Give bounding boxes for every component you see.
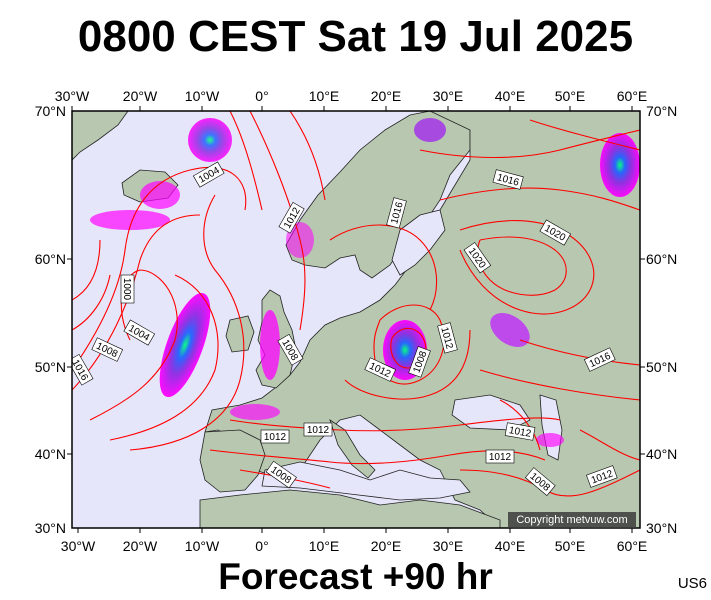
left-lat-label: 30°N <box>34 520 66 536</box>
bottom-lon-label: 20°W <box>122 538 158 554</box>
iberia-land <box>199 429 266 493</box>
isobar-line <box>519 339 640 366</box>
rain-russia <box>490 312 530 348</box>
bottom-lon-label: 40°E <box>494 538 526 554</box>
isobar-label: 1012 <box>489 452 512 463</box>
isobar-line <box>109 274 219 441</box>
bottom-lon-label: 30°E <box>432 538 464 554</box>
map-frame <box>71 110 641 529</box>
copyright-notice: Copyright metvuw.com <box>508 512 636 528</box>
isobar-line <box>529 119 640 151</box>
rain-kola <box>414 118 446 142</box>
bottom-lon-label: 30°W <box>60 538 96 554</box>
isobar-line <box>72 274 111 331</box>
isobar-line <box>459 219 595 315</box>
isobar-line <box>129 194 245 451</box>
greenland-land <box>72 111 129 161</box>
isobar-label: 1012 <box>508 425 532 440</box>
north-africa-land <box>199 489 501 528</box>
left-lat-label: 50°N <box>34 359 66 375</box>
rain-caucasus <box>536 433 564 447</box>
top-lon-label: 20°E <box>370 88 402 104</box>
isobar-line <box>439 187 640 211</box>
isobar-line <box>72 214 201 391</box>
isobar-line <box>72 239 101 301</box>
rain-uk <box>260 310 280 380</box>
isobar-line <box>344 329 471 400</box>
isobar-line <box>329 224 438 311</box>
isobar-line <box>72 166 247 371</box>
forecast-label: Forecast +90 hr <box>218 556 493 597</box>
top-lon-label: 60°E <box>616 88 648 104</box>
bottom-lon-label: 10°W <box>184 538 220 554</box>
mediterranean-sea <box>261 461 471 501</box>
isobar-label: 1012 <box>307 425 330 436</box>
isobar-line <box>249 111 306 331</box>
isobar-label: 1012 <box>264 432 287 443</box>
isobar-label: 1000 <box>121 278 132 301</box>
isobar-line <box>229 417 561 432</box>
rain-atlantic-band <box>159 292 211 398</box>
bottom-lon-label: 60°E <box>616 538 648 554</box>
bottom-lon-label: 50°E <box>554 538 586 554</box>
right-lat-label: 30°N <box>646 520 678 536</box>
rain-north-atlantic <box>188 118 232 162</box>
map-title: 0800 CEST Sat 19 Jul 2025 <box>77 12 634 61</box>
top-lon-label: 30°W <box>54 88 90 104</box>
ireland-land <box>225 315 255 353</box>
bottom-lon-label: 10°E <box>308 538 340 554</box>
right-lat-label: 40°N <box>646 446 678 462</box>
left-lat-label: 40°N <box>34 446 66 462</box>
rain-iceland <box>140 181 180 209</box>
isobar-lines <box>72 111 640 497</box>
bottom-lon-label: 0° <box>255 538 269 554</box>
right-lat-label: 70°N <box>646 103 678 119</box>
isobar-line <box>419 129 640 159</box>
bottom-lon-label: 20°E <box>370 538 402 554</box>
inland-seas <box>261 209 563 501</box>
top-lon-label: 10°E <box>308 88 340 104</box>
isobar-line <box>579 429 640 461</box>
top-lon-label: 30°E <box>432 88 464 104</box>
top-lon-label: 10°W <box>184 88 220 104</box>
rain-iceland-south <box>90 210 170 230</box>
isobar-line <box>499 399 541 451</box>
rain-biscay <box>230 404 280 420</box>
frame-ticks <box>67 106 645 533</box>
isobar-line <box>373 304 445 385</box>
model-code: US6 <box>677 575 707 592</box>
top-lon-label: 20°W <box>122 88 158 104</box>
right-lat-label: 50°N <box>646 359 678 375</box>
isobar-line <box>289 111 326 201</box>
top-lon-label: 0° <box>255 88 269 104</box>
right-lat-label: 60°N <box>646 251 678 267</box>
isobar-line <box>479 369 640 401</box>
isobar-line <box>229 111 263 211</box>
left-lat-label: 60°N <box>34 251 66 267</box>
baltic-sea <box>391 209 446 276</box>
left-lat-label: 70°N <box>34 103 66 119</box>
top-lon-label: 50°E <box>554 88 586 104</box>
top-lon-label: 40°E <box>494 88 526 104</box>
rain-urals <box>600 133 640 197</box>
